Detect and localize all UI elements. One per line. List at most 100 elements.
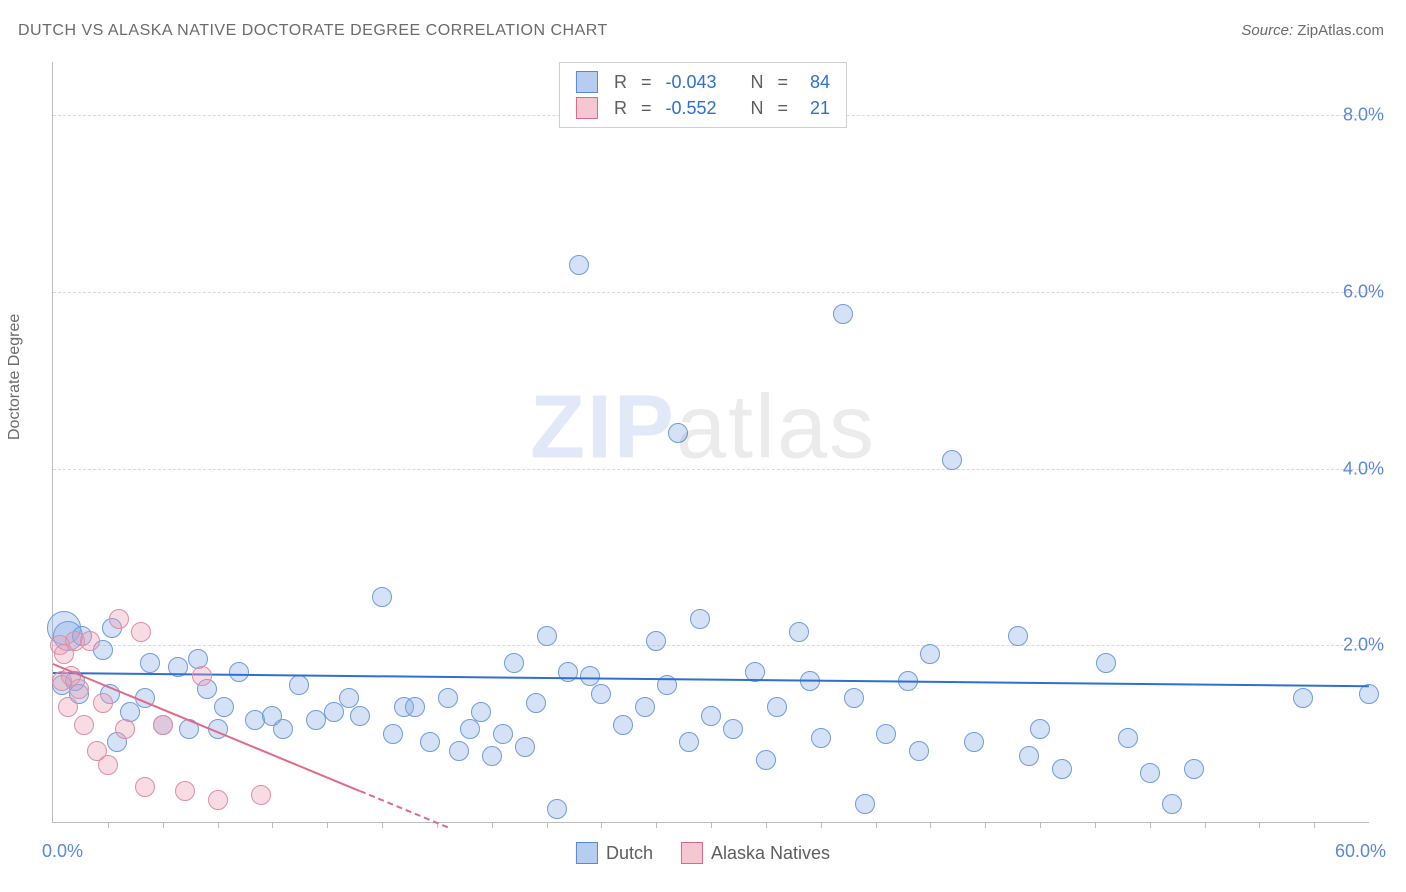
y-axis-title: Doctorate Degree xyxy=(6,314,24,440)
x-axis-tick xyxy=(1205,822,1206,828)
r-label: R xyxy=(614,69,627,95)
legend-label: Alaska Natives xyxy=(711,843,830,864)
scatter-point xyxy=(701,706,721,726)
trendline xyxy=(360,790,448,828)
scatter-point xyxy=(74,715,94,735)
scatter-point xyxy=(109,609,129,629)
scatter-point xyxy=(679,732,699,752)
scatter-point xyxy=(69,679,89,699)
r-value: -0.552 xyxy=(665,95,716,121)
scatter-point xyxy=(214,697,234,717)
scatter-point xyxy=(1162,794,1182,814)
legend-item: Alaska Natives xyxy=(681,842,830,864)
scatter-point xyxy=(723,719,743,739)
source-label: Source: xyxy=(1241,22,1293,39)
scatter-point xyxy=(909,741,929,761)
scatter-point xyxy=(135,777,155,797)
scatter-point xyxy=(192,666,212,686)
n-value: 21 xyxy=(802,95,830,121)
y-axis-tick-label: 6.0% xyxy=(1343,281,1384,302)
x-axis-tick xyxy=(601,822,602,828)
x-axis-tick xyxy=(1150,822,1151,828)
scatter-point xyxy=(1019,746,1039,766)
scatter-point xyxy=(526,693,546,713)
x-axis-tick xyxy=(1040,822,1041,828)
legend-swatch xyxy=(576,97,598,119)
scatter-point xyxy=(668,423,688,443)
correlation-row: R=-0.043N=84 xyxy=(576,69,830,95)
x-axis-tick xyxy=(1095,822,1096,828)
scatter-point xyxy=(876,724,896,744)
scatter-point xyxy=(460,719,480,739)
scatter-point xyxy=(1184,759,1204,779)
x-axis-tick xyxy=(272,822,273,828)
x-axis-tick xyxy=(656,822,657,828)
legend-swatch xyxy=(576,71,598,93)
x-axis-tick xyxy=(108,822,109,828)
x-axis-tick xyxy=(218,822,219,828)
n-label: N xyxy=(751,69,764,95)
x-axis-tick xyxy=(547,822,548,828)
scatter-point xyxy=(833,304,853,324)
scatter-point xyxy=(131,622,151,642)
gridline xyxy=(53,292,1369,293)
x-axis-tick xyxy=(1259,822,1260,828)
y-axis-tick-label: 4.0% xyxy=(1343,458,1384,479)
scatter-point xyxy=(438,688,458,708)
scatter-point xyxy=(547,799,567,819)
r-value: -0.043 xyxy=(665,69,716,95)
n-value: 84 xyxy=(802,69,830,95)
scatter-point xyxy=(80,631,100,651)
scatter-point xyxy=(646,631,666,651)
x-axis-tick xyxy=(985,822,986,828)
scatter-point xyxy=(767,697,787,717)
scatter-point xyxy=(339,688,359,708)
series-legend: Dutch Alaska Natives xyxy=(576,842,830,864)
x-axis-tick xyxy=(821,822,822,828)
scatter-point xyxy=(504,653,524,673)
x-axis-tick xyxy=(766,822,767,828)
x-axis-tick xyxy=(492,822,493,828)
scatter-point xyxy=(1140,763,1160,783)
scatter-point xyxy=(920,644,940,664)
x-axis-tick xyxy=(711,822,712,828)
scatter-point xyxy=(229,662,249,682)
scatter-point xyxy=(855,794,875,814)
legend-swatch xyxy=(576,842,598,864)
equals-sign: = xyxy=(641,69,652,95)
legend-label: Dutch xyxy=(606,843,653,864)
x-axis-tick xyxy=(876,822,877,828)
scatter-point xyxy=(942,450,962,470)
n-label: N xyxy=(751,95,764,121)
scatter-point xyxy=(1118,728,1138,748)
gridline xyxy=(53,469,1369,470)
x-axis-tick xyxy=(930,822,931,828)
r-label: R xyxy=(614,95,627,121)
x-axis-tick xyxy=(1314,822,1315,828)
scatter-point xyxy=(613,715,633,735)
scatter-point xyxy=(1293,688,1313,708)
scatter-point xyxy=(690,609,710,629)
legend-swatch xyxy=(681,842,703,864)
equals-sign: = xyxy=(641,95,652,121)
scatter-point xyxy=(1052,759,1072,779)
scatter-point xyxy=(115,719,135,739)
scatter-point xyxy=(273,719,293,739)
scatter-point xyxy=(789,622,809,642)
scatter-point xyxy=(569,255,589,275)
scatter-point xyxy=(175,781,195,801)
scatter-point xyxy=(580,666,600,686)
scatter-point xyxy=(140,653,160,673)
equals-sign: = xyxy=(778,95,789,121)
gridline xyxy=(53,645,1369,646)
scatter-point xyxy=(383,724,403,744)
y-axis-tick-label: 8.0% xyxy=(1343,105,1384,126)
scatter-point xyxy=(591,684,611,704)
scatter-point xyxy=(251,785,271,805)
scatter-point xyxy=(350,706,370,726)
scatter-point xyxy=(58,697,78,717)
scatter-point xyxy=(153,715,173,735)
source-value: ZipAtlas.com xyxy=(1297,22,1384,39)
scatter-point xyxy=(482,746,502,766)
x-axis-tick xyxy=(327,822,328,828)
